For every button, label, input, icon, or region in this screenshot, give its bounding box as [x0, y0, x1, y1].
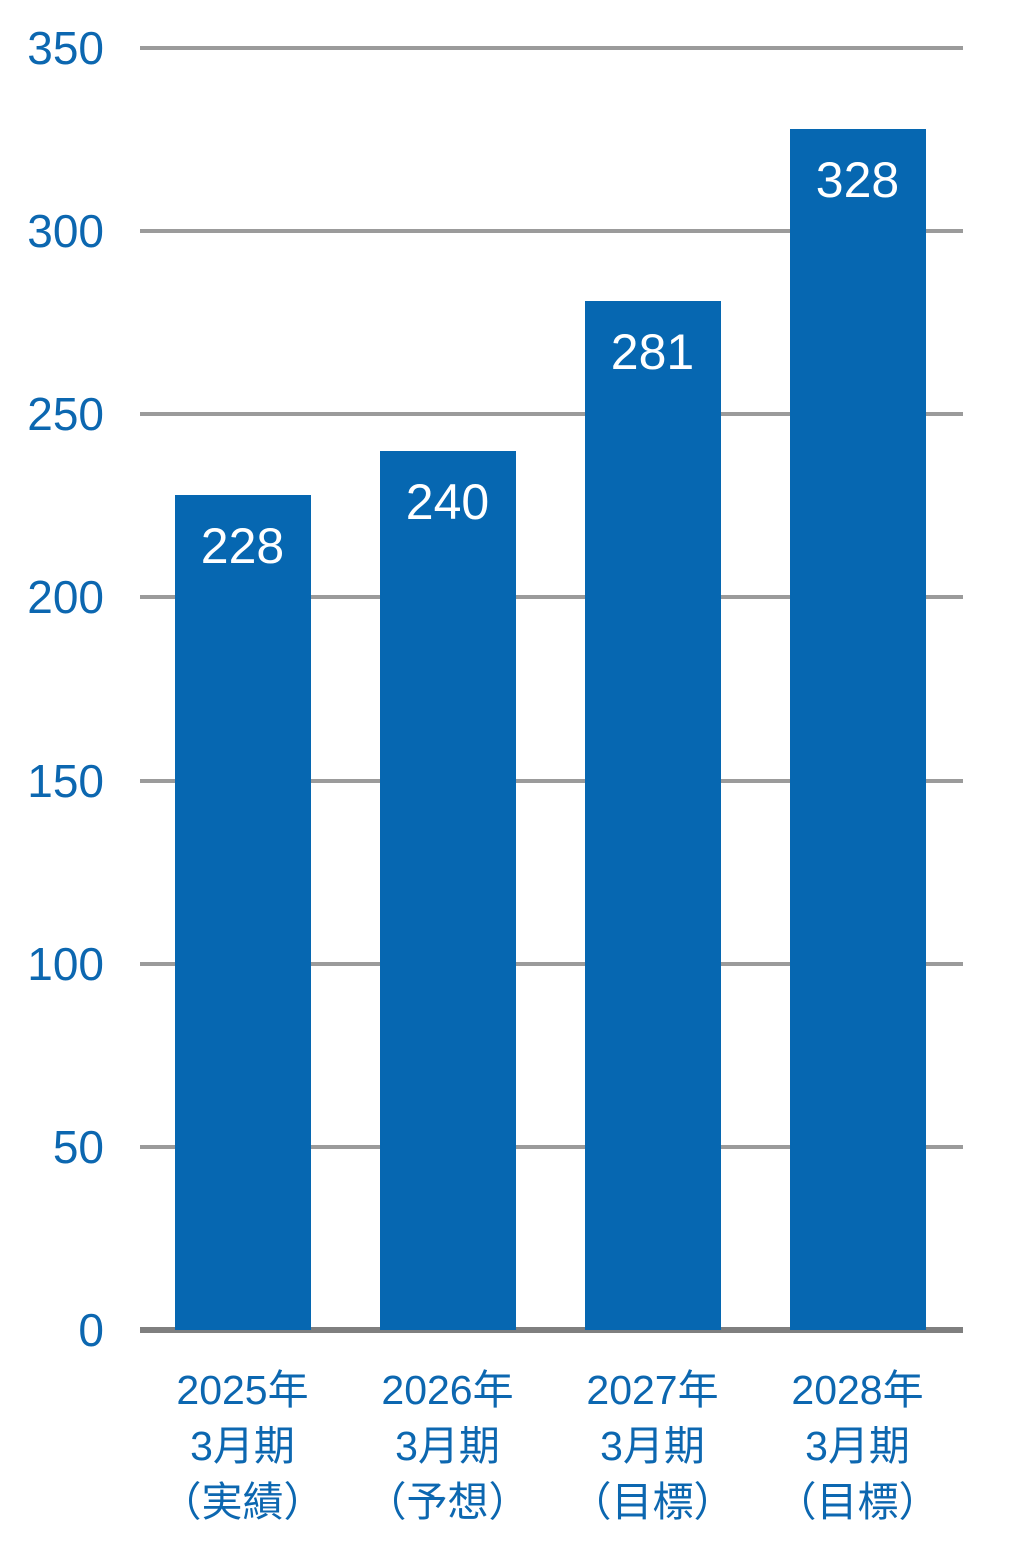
x-axis-tick-label-2: 2026年 3月期 （予想）: [365, 1367, 530, 1525]
y-axis-tick-label-350: 350: [27, 22, 104, 74]
bar-value-label-1: 228: [200, 517, 285, 574]
bar-value-label-4: 328: [815, 151, 900, 208]
gridline-300: [140, 229, 963, 234]
bar-1: 228: [174, 494, 311, 1330]
gridline-100: [140, 961, 963, 966]
y-axis-tick-label-300: 300: [27, 205, 104, 258]
x-axis-tick-label-1: 2025年 3月期 （実績）: [160, 1367, 325, 1525]
x-axis-tick-label-3: 2027年 3月期 （目標）: [570, 1367, 735, 1525]
y-axis-tick-label-0: 0: [78, 1304, 104, 1356]
y-axis-tick-label-100: 100: [27, 937, 104, 990]
gridline-200: [140, 595, 963, 600]
gridline-250: [140, 412, 963, 417]
x-axis-baseline: [140, 1327, 963, 1333]
bar-value-label-3: 281: [610, 323, 695, 380]
gridline-150: [140, 778, 963, 783]
y-axis-tick-label-150: 150: [27, 754, 104, 807]
bar-value-label-2: 240: [405, 473, 490, 530]
gridline-50: [140, 1144, 963, 1149]
bar-2: 240: [379, 450, 516, 1330]
bar-4: 328: [789, 128, 926, 1330]
x-axis-tick-label-4: 2028年 3月期 （目標）: [775, 1367, 940, 1525]
gridline-350: [140, 46, 963, 50]
bar-3: 281: [584, 300, 721, 1330]
y-axis-tick-label-50: 50: [52, 1120, 104, 1173]
y-axis-tick-label-200: 200: [27, 571, 104, 624]
y-axis-tick-label-250: 250: [27, 388, 104, 441]
